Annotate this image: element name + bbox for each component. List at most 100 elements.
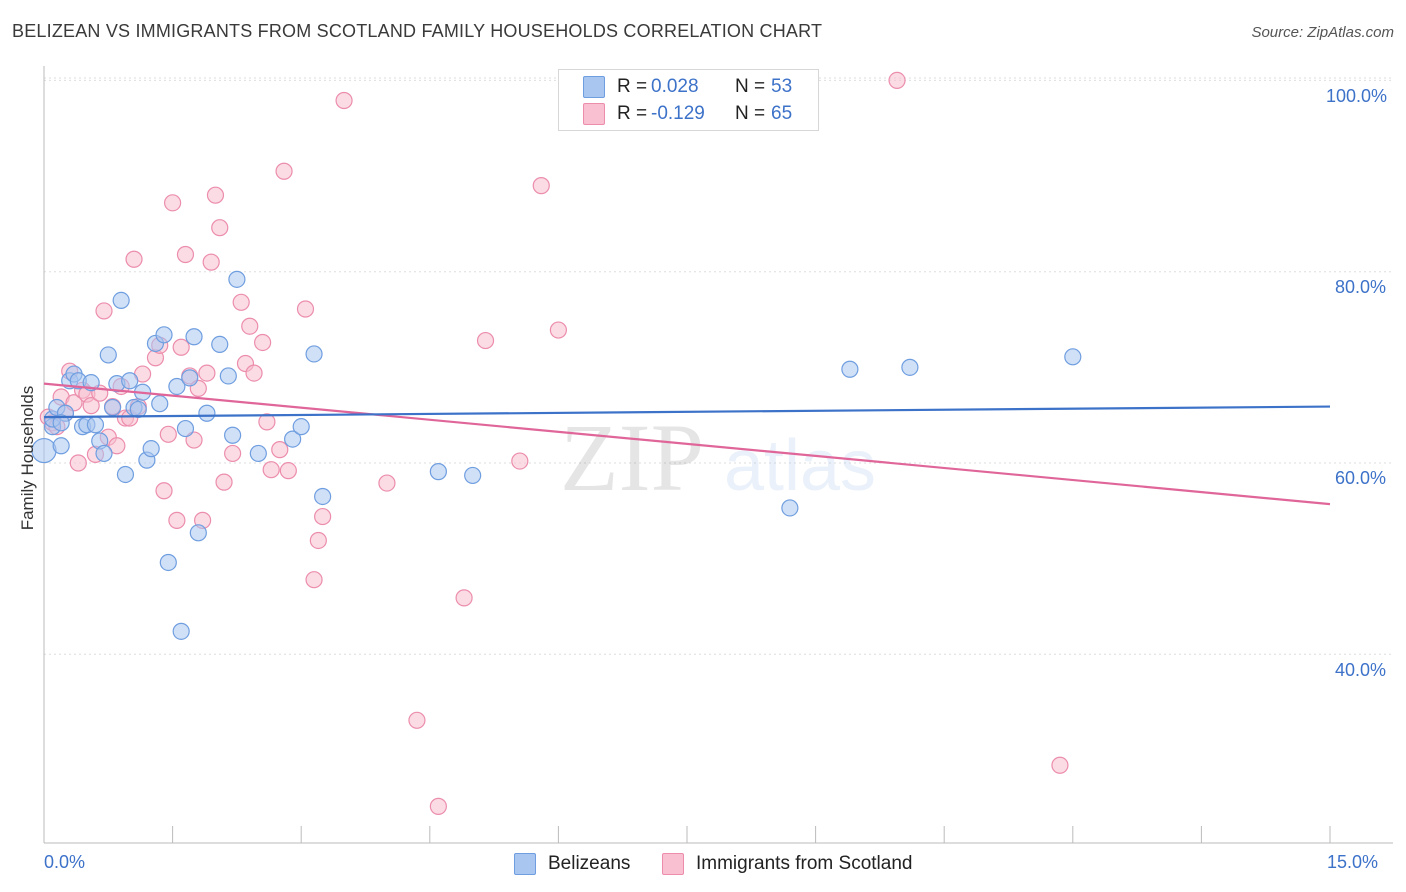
point-scotland xyxy=(271,441,289,459)
point-scotland xyxy=(211,219,229,237)
series-legend-label: Immigrants from Scotland xyxy=(696,853,913,874)
legend-n-value: 65 xyxy=(771,103,793,124)
point-belizean xyxy=(314,487,332,506)
y-tick-label-100: 100.0% xyxy=(1326,86,1388,106)
y-tick-label-40: 40.0% xyxy=(1335,660,1387,680)
point-scotland xyxy=(258,413,276,431)
legend-swatch-blue xyxy=(514,853,536,875)
point-scotland xyxy=(378,474,396,492)
y-tick-label-80: 80.0% xyxy=(1335,277,1387,297)
legend-swatch-pink xyxy=(662,853,684,875)
point-belizean xyxy=(228,270,246,288)
point-belizean xyxy=(219,367,237,385)
point-scotland xyxy=(95,302,113,320)
legend-r-label: R = xyxy=(617,76,648,97)
point-belizean xyxy=(151,395,169,413)
legend-swatch-pink xyxy=(583,103,605,125)
watermark: ZIP atlas xyxy=(560,404,876,511)
watermark-atlas: atlas xyxy=(724,426,876,506)
source-label: Source: ZipAtlas.com xyxy=(1251,24,1394,41)
axes xyxy=(43,66,1393,844)
correlation-legend: R = 0.028 N = 53 R = -0.129 N = 65 xyxy=(558,69,819,131)
point-scotland xyxy=(198,364,216,382)
point-belizean xyxy=(121,372,139,390)
point-scotland xyxy=(549,321,568,339)
point-scotland xyxy=(314,507,332,526)
point-scotland xyxy=(168,511,186,529)
point-scotland xyxy=(69,454,87,472)
series-legend-belizeans: Belizeans xyxy=(514,852,630,876)
point-scotland xyxy=(245,364,263,382)
y-tick-label-60: 60.0% xyxy=(1335,468,1387,488)
series-scotland-points xyxy=(39,71,1069,815)
point-scotland xyxy=(305,571,323,589)
legend-n-label: N = xyxy=(735,103,766,124)
point-scotland xyxy=(408,711,426,729)
point-scotland xyxy=(296,300,315,318)
point-scotland xyxy=(309,531,327,550)
point-belizean xyxy=(129,400,147,419)
point-scotland xyxy=(125,250,143,268)
point-belizean xyxy=(86,416,105,434)
point-belizean xyxy=(52,414,70,432)
point-belizean xyxy=(292,418,310,436)
point-scotland xyxy=(532,177,550,195)
legend-r-label: R = xyxy=(617,103,648,124)
point-belizean xyxy=(99,346,117,364)
point-scotland xyxy=(185,431,203,449)
y-axis-label: Family Households xyxy=(18,385,37,531)
point-belizean xyxy=(781,499,799,517)
point-belizean xyxy=(284,430,302,448)
point-scotland xyxy=(254,333,272,352)
point-belizean xyxy=(901,358,919,376)
point-scotland xyxy=(215,473,233,491)
point-scotland xyxy=(275,162,293,180)
point-belizean xyxy=(305,345,323,363)
point-belizean xyxy=(429,463,447,481)
chart-title: BELIZEAN VS IMMIGRANTS FROM SCOTLAND FAM… xyxy=(12,21,823,41)
point-belizean xyxy=(52,437,70,455)
point-scotland xyxy=(262,461,280,479)
point-scotland xyxy=(176,245,195,264)
point-belizean xyxy=(142,440,160,458)
point-belizean xyxy=(198,404,216,422)
trend-line-belizeans xyxy=(43,405,1331,419)
point-scotland xyxy=(82,397,100,415)
point-scotland xyxy=(159,425,177,443)
point-belizean xyxy=(189,524,207,542)
point-belizean xyxy=(211,335,229,353)
legend-swatch-blue xyxy=(583,76,605,98)
point-scotland xyxy=(888,71,906,90)
point-belizean xyxy=(168,377,186,396)
legend-n-label: N = xyxy=(735,76,766,97)
point-scotland xyxy=(232,293,250,311)
point-belizean xyxy=(841,360,859,378)
point-scotland xyxy=(279,462,297,480)
point-scotland xyxy=(335,91,353,110)
point-belizean xyxy=(249,444,267,463)
point-belizean xyxy=(103,398,122,417)
point-scotland xyxy=(155,482,173,500)
point-scotland xyxy=(224,444,242,463)
series-belizeans-points xyxy=(31,270,1082,640)
point-scotland xyxy=(206,186,225,204)
x-tick-label-max: 15.0% xyxy=(1327,852,1379,872)
series-legend-label: Belizeans xyxy=(548,853,631,874)
watermark-zip: ZIP xyxy=(560,404,704,511)
point-scotland xyxy=(511,452,529,470)
trend-lines xyxy=(43,382,1331,506)
point-belizean xyxy=(112,291,130,309)
point-belizean xyxy=(159,553,177,572)
point-scotland xyxy=(108,437,126,455)
trend-line-scotland xyxy=(43,382,1331,506)
series-legend-scotland: Immigrants from Scotland xyxy=(662,852,912,876)
point-belizean xyxy=(95,444,113,463)
point-scotland xyxy=(476,331,495,350)
point-belizean xyxy=(176,419,195,438)
point-scotland xyxy=(172,338,190,356)
point-belizean xyxy=(155,326,173,344)
point-belizean xyxy=(185,328,203,346)
legend-n-value: 53 xyxy=(771,76,793,97)
point-scotland xyxy=(164,194,182,212)
